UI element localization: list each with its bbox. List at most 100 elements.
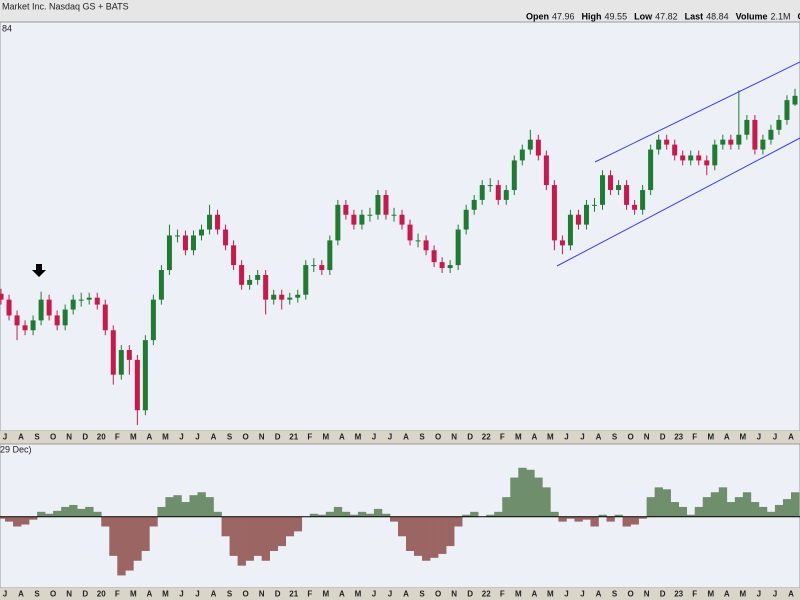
candle-body	[463, 209, 469, 230]
x-tick-label: J	[580, 433, 584, 442]
candle-body	[30, 320, 36, 331]
candle-body	[752, 119, 758, 150]
candle-body	[311, 265, 317, 267]
indicator-area	[365, 513, 375, 517]
indicator-area	[526, 469, 535, 517]
indicator-area	[614, 514, 623, 517]
x-tick-label: N	[259, 433, 265, 442]
x-tick-label: M	[707, 590, 714, 599]
candle-body	[712, 144, 718, 166]
indicator-area	[373, 508, 383, 517]
candle-body	[303, 265, 309, 295]
x-tick-label: O	[50, 590, 56, 599]
indicator-area	[309, 513, 319, 517]
indicator-area	[5, 516, 14, 522]
price-label-fragment: 84	[2, 23, 12, 33]
indicator-area	[462, 514, 471, 517]
x-tick-label: S	[419, 590, 425, 599]
candle-body	[391, 214, 397, 216]
header-stats: Open 47.96 High 49.55 Low 47.82 Last 48.84 Volum…	[526, 11, 800, 21]
candle-body	[415, 240, 421, 242]
candle-body	[54, 315, 60, 326]
x-tick-label: M	[740, 433, 747, 442]
x-tick-label: O	[243, 590, 249, 599]
stat-cut: Chg	[798, 11, 800, 21]
x-tick-label: A	[211, 590, 217, 599]
x-tick-label: N	[451, 433, 457, 442]
candle-body	[664, 139, 670, 145]
indicator-area	[774, 504, 784, 517]
indicator-area	[502, 497, 511, 517]
indicator-area	[494, 511, 503, 517]
x-tick-label: J	[580, 590, 584, 599]
x-tick-label: A	[339, 590, 345, 599]
candle-body	[656, 139, 662, 150]
candle-body	[720, 139, 726, 145]
candle-body	[784, 100, 790, 120]
channel-upper	[594, 61, 800, 163]
candle-body	[760, 139, 766, 150]
candle-body	[255, 274, 261, 280]
candle-body	[207, 214, 213, 230]
x-tick-label: 21	[289, 590, 298, 599]
indicator-area	[430, 516, 439, 558]
candle-body	[447, 265, 453, 269]
x-tick-label: F	[500, 433, 505, 442]
stat-label: Volume	[736, 11, 768, 21]
candle-body	[239, 265, 245, 285]
x-tick-label: 20	[97, 590, 106, 599]
indicator-area	[534, 477, 543, 517]
indicator-area	[630, 516, 639, 525]
indicator-area	[29, 516, 38, 520]
x-tick-label: A	[403, 433, 409, 442]
indicator-area	[21, 516, 30, 525]
indicator-area	[0, 516, 6, 519]
indicator-area	[662, 489, 671, 517]
indicator-area	[285, 516, 295, 537]
indicator-area	[510, 477, 519, 517]
x-tick-label: M	[355, 433, 362, 442]
x-tick-label: F	[307, 433, 312, 442]
indicator-area	[438, 516, 447, 554]
indicator-area	[325, 511, 335, 517]
x-tick-label: 23	[674, 590, 683, 599]
candle-body	[343, 204, 349, 215]
x-tick-label: F	[692, 590, 697, 599]
x-tick-label: 22	[482, 433, 491, 442]
stat-label: High	[582, 11, 602, 21]
x-tick-label: J	[179, 433, 183, 442]
candle-body	[776, 119, 782, 130]
candle-body	[14, 315, 20, 326]
indicator-label: 29 Dec)	[0, 444, 32, 454]
indicator-area	[205, 497, 214, 517]
stat-label: Last	[685, 11, 704, 21]
x-tick-label: F	[115, 590, 120, 599]
candle-body	[335, 204, 341, 241]
candle-body	[672, 144, 678, 156]
candle-body	[215, 214, 221, 230]
indicator-area	[37, 511, 46, 517]
candle-body	[22, 325, 28, 331]
x-tick-label: A	[211, 433, 217, 442]
candle-body	[174, 235, 180, 237]
indicator-area	[125, 516, 134, 571]
indicator-area	[261, 516, 270, 561]
indicator-area	[357, 511, 367, 517]
x-axis-strip-bottom	[0, 588, 800, 600]
x-tick-label: D	[467, 433, 473, 442]
x-tick-label: J	[773, 433, 777, 442]
candle-body	[495, 185, 501, 200]
indicator-area	[518, 467, 527, 517]
candle-body	[199, 229, 205, 236]
x-tick-label: D	[660, 433, 666, 442]
indicator-area	[277, 516, 287, 547]
candle-body	[704, 160, 710, 166]
candle-body	[190, 235, 196, 251]
indicator-area	[13, 516, 22, 527]
indicator-area	[654, 487, 663, 517]
candle-body	[648, 149, 654, 191]
candle-body	[110, 330, 116, 375]
indicator-area	[85, 506, 94, 517]
x-tick-label: M	[515, 590, 522, 599]
